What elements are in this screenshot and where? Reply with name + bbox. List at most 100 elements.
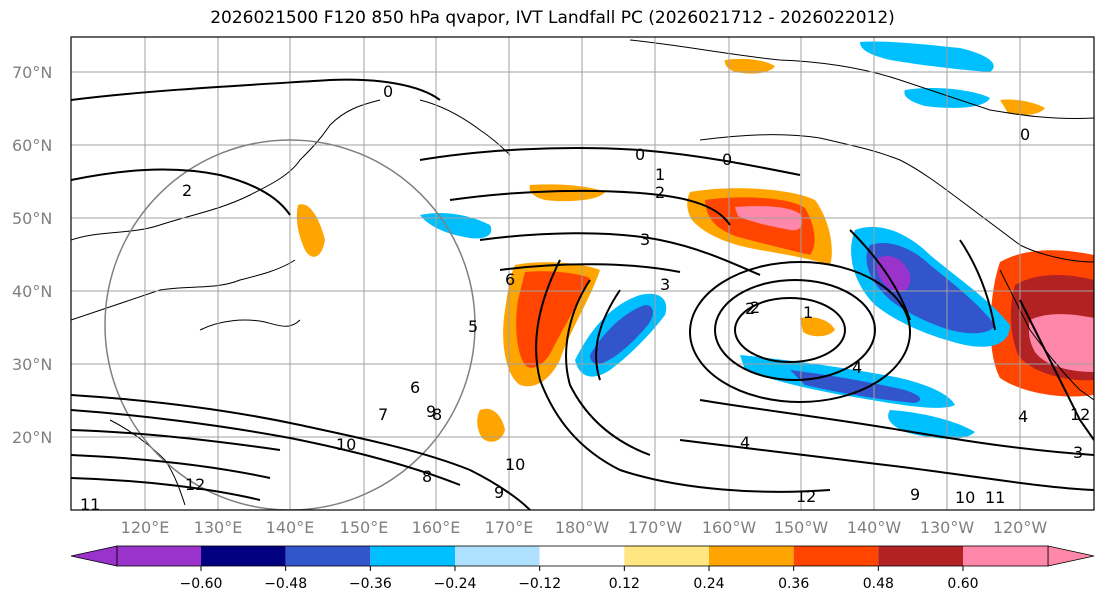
colorbar-segments [116, 545, 1049, 567]
contour-label: 4 [852, 358, 862, 377]
contour-label: 6 [505, 270, 515, 289]
contour-label: 9 [426, 402, 436, 421]
shade-positive-east-coast-core [1028, 314, 1094, 372]
lon-label: 140°E [266, 518, 315, 537]
colorbar-tick-label: 0.24 [693, 576, 724, 592]
colorbar-tick-label: −0.36 [349, 576, 392, 592]
contour-label: 2 [745, 299, 755, 318]
lon-label: 180°W [555, 518, 610, 537]
lon-label: 170°W [628, 518, 683, 537]
colorbar-tick-label: −0.24 [434, 576, 477, 592]
lat-label: 60°N [12, 136, 52, 155]
contour-label: 1 [655, 165, 665, 184]
shade-positive-japan [296, 204, 325, 257]
colorbar-segment [117, 546, 201, 566]
contour-label: 0 [635, 145, 645, 164]
shade-positive-small-2 [724, 58, 775, 74]
contour-label: 11 [80, 495, 100, 514]
colorbar-tick-label: 0.36 [778, 576, 809, 592]
lat-label: 50°N [12, 209, 52, 228]
contour-label: 10 [955, 488, 975, 507]
contour-lines [71, 78, 1094, 510]
colorbar-segment [201, 546, 286, 566]
contour-label: 4 [1018, 407, 1028, 426]
lon-label: 160°E [412, 518, 461, 537]
colorbar-tick-label: 0.48 [863, 576, 894, 592]
lon-label: 120°E [121, 518, 170, 537]
lon-label: 120°W [993, 518, 1048, 537]
colorbar-segment [539, 546, 625, 566]
colorbar-tick-label: 0.12 [609, 576, 640, 592]
lat-label: 30°N [12, 355, 52, 374]
lat-label: 70°N [12, 63, 52, 82]
contour-label: 7 [378, 405, 388, 424]
shade-positive-small-4 [800, 317, 835, 337]
colorbar-segment [624, 546, 709, 566]
contour-label: 2 [750, 298, 760, 317]
colorbar-tick-label: −0.12 [518, 576, 561, 592]
shade-negative-northeast-pacific-core [876, 255, 911, 292]
contour-label: 12 [1070, 405, 1090, 424]
shade-positive-dateline-inner [516, 271, 590, 368]
graticule-grid [71, 37, 1094, 510]
contour-label: 10 [336, 435, 356, 454]
contour-label: 3 [660, 275, 670, 294]
shade-positive-small-1 [477, 408, 505, 442]
colorbar: −0.60 −0.48 −0.36 −0.24 −0.12 0.12 0.24 0.36 0.4… [70, 545, 1095, 592]
shade-negative-central-pacific-inner [590, 305, 653, 365]
contour-label: 9 [910, 485, 920, 504]
lat-label: 40°N [12, 282, 52, 301]
lon-label: 140°W [847, 518, 902, 537]
latitude-labels: 70°N 60°N 50°N 40°N 30°N 20°N [12, 63, 52, 447]
contour-label: 5 [468, 317, 478, 336]
figure-title: 2026021500 F120 850 hPa qvapor, IVT Land… [210, 8, 895, 28]
contour-label: 10 [505, 455, 525, 474]
shade-negative-bering [420, 213, 492, 239]
shade-positive-small-5 [1000, 99, 1045, 116]
colorbar-segment [793, 546, 879, 566]
landfall-circle [104, 139, 476, 510]
contour-label: 4 [740, 433, 750, 452]
contour-label: 8 [422, 467, 432, 486]
colorbar-segment [963, 546, 1048, 566]
lon-label: 150°E [340, 518, 389, 537]
shade-negative-arctic [860, 41, 994, 72]
contour-label: 6 [410, 378, 420, 397]
longitude-labels: 120°E 130°E 140°E 150°E 160°E 170°E 180°… [121, 518, 1048, 537]
shade-positive-small-3 [529, 184, 605, 202]
shade-negative-subtropical-inner [790, 370, 921, 403]
colorbar-segment [285, 546, 371, 566]
lon-label: 150°W [774, 518, 829, 537]
contour-label: 3 [1073, 443, 1083, 462]
lon-label: 170°E [485, 518, 534, 537]
colorbar-segment [455, 546, 540, 566]
contour-label: 0 [722, 150, 732, 169]
contour-label: 0 [383, 82, 393, 101]
colorbar-tick-label: −0.48 [264, 576, 307, 592]
colorbar-segment [370, 546, 455, 566]
lon-label: 130°W [920, 518, 975, 537]
contour-label: 1 [803, 303, 813, 322]
colorbar-tick-label: 0.60 [947, 576, 978, 592]
contour-label: 11 [985, 488, 1005, 507]
colorbar-tick-label: −0.60 [180, 576, 223, 592]
contour-label: 3 [640, 230, 650, 249]
coastlines [71, 39, 1094, 506]
lon-label: 160°W [702, 518, 757, 537]
contour-label: 0 [1020, 125, 1030, 144]
colorbar-segment [878, 546, 963, 566]
contour-label: 12 [185, 475, 205, 494]
contour-label: 2 [655, 183, 665, 202]
colorbar-max-arrow [1047, 545, 1095, 567]
contour-label: 12 [796, 487, 816, 506]
colorbar-segment [709, 546, 794, 566]
contour-label: 2 [182, 181, 192, 200]
colorbar-frame [116, 545, 1049, 567]
lat-label: 20°N [12, 428, 52, 447]
contour-label: 8 [432, 405, 442, 424]
lon-label: 130°E [194, 518, 243, 537]
colorbar-min-arrow [70, 545, 118, 567]
contour-label: 9 [494, 483, 504, 502]
colorbar-ticks: −0.60 −0.48 −0.36 −0.24 −0.12 0.12 0.24 0.36 0.4… [180, 566, 979, 592]
